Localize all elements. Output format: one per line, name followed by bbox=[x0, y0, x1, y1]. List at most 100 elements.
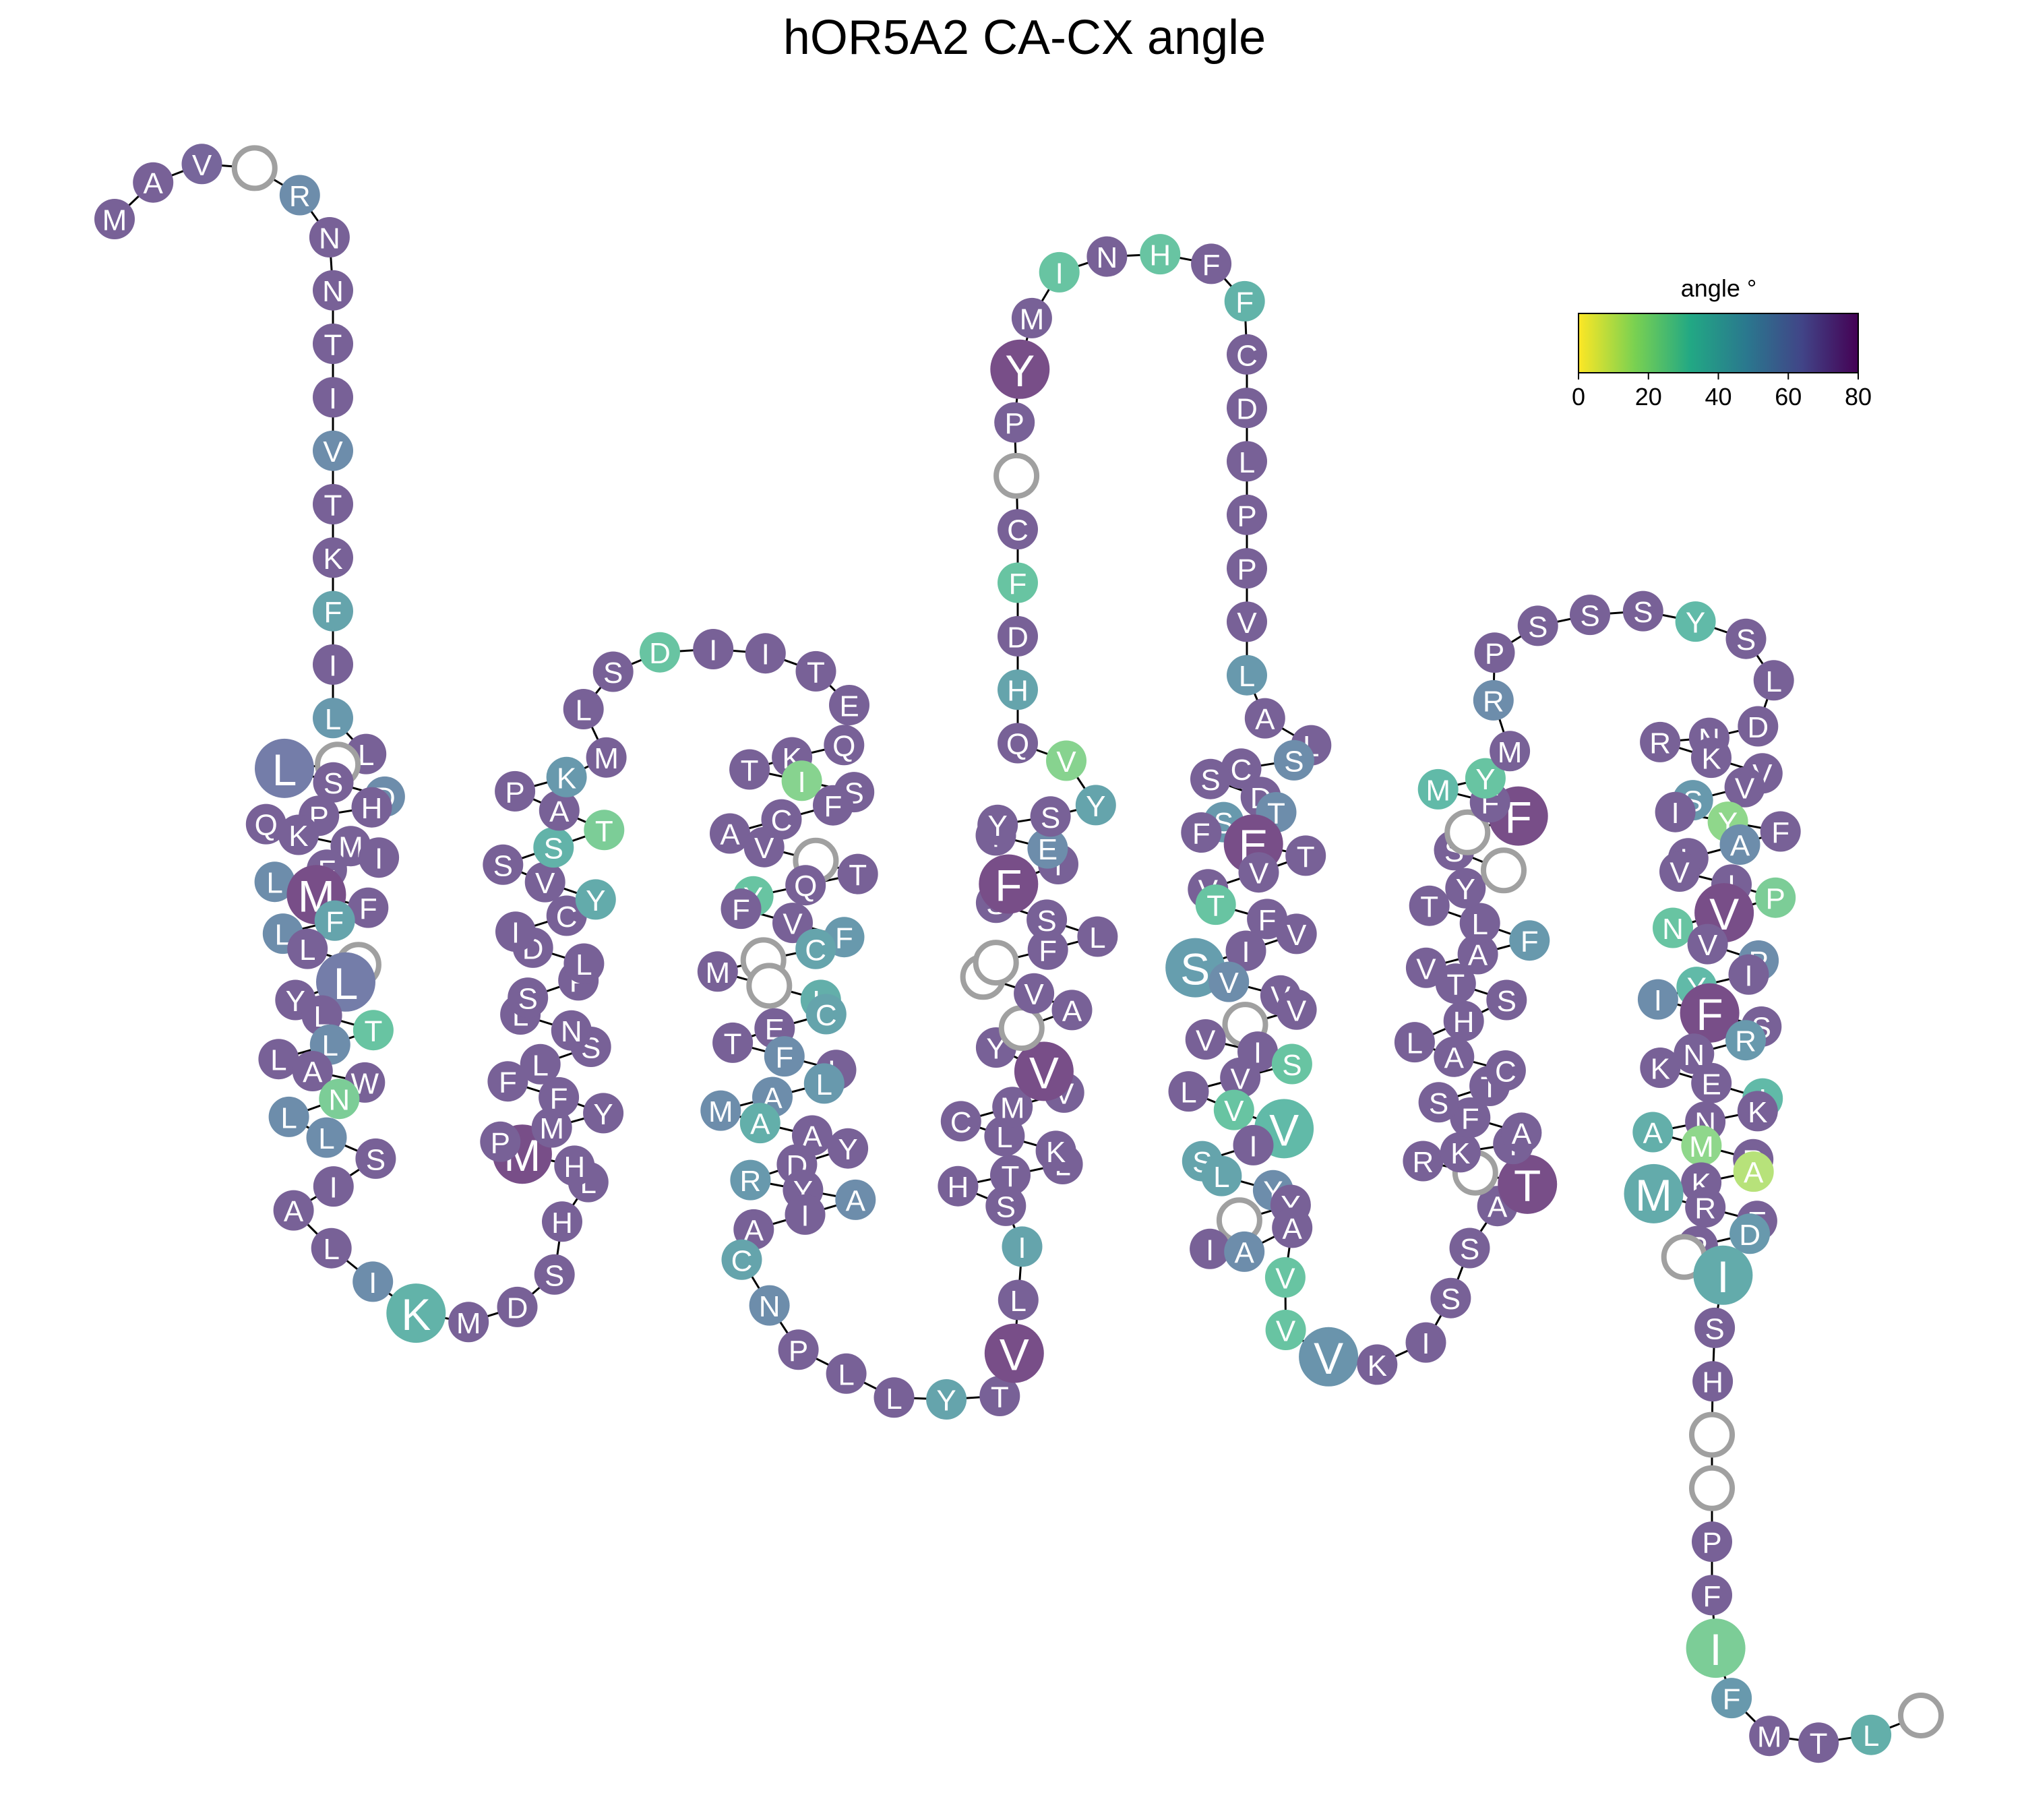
residue-letter: V bbox=[1000, 1330, 1029, 1380]
residue-e: E bbox=[829, 685, 869, 725]
residue-letter: F bbox=[1202, 249, 1221, 282]
residue-letter: C bbox=[1231, 754, 1252, 787]
residue-a: A bbox=[1457, 934, 1498, 975]
residue-letter: M bbox=[1426, 774, 1450, 807]
residue-circle bbox=[1509, 920, 1550, 961]
residue-circle bbox=[730, 1159, 771, 1201]
residue-circle bbox=[1443, 1000, 1484, 1041]
residue-circle bbox=[520, 1043, 561, 1085]
colorbar-tick-label: 40 bbox=[1705, 383, 1732, 411]
residue-letter: S bbox=[1736, 624, 1756, 657]
residue-letter: A bbox=[1235, 1236, 1255, 1269]
residue-circle bbox=[353, 1261, 394, 1302]
residue-g: G bbox=[993, 452, 1040, 499]
residue-circle bbox=[1168, 1071, 1209, 1112]
residue-circle bbox=[979, 854, 1039, 914]
residue-letter: V bbox=[323, 435, 343, 468]
residue-circle bbox=[1225, 930, 1266, 971]
residue-letter: M bbox=[1020, 303, 1045, 336]
residue-l: L bbox=[311, 1227, 352, 1269]
residue-p: P bbox=[1227, 494, 1267, 535]
residue-circle bbox=[1272, 1207, 1313, 1248]
residue-letter: K bbox=[557, 762, 576, 795]
residue-n: N bbox=[319, 1079, 360, 1120]
residue-letter: F bbox=[835, 922, 853, 955]
residue-r: R bbox=[279, 175, 320, 216]
residue-letter: M bbox=[1689, 1130, 1714, 1163]
residue-letter: A bbox=[303, 1056, 323, 1089]
residue-circle bbox=[1190, 1228, 1231, 1269]
residue-p: P bbox=[1227, 548, 1267, 589]
residue-s: S bbox=[1030, 796, 1071, 837]
residue-d: D bbox=[497, 1286, 538, 1327]
residue-s: S bbox=[508, 977, 549, 1019]
residue-letter: F bbox=[326, 905, 344, 938]
residue-letter: L bbox=[838, 1358, 854, 1391]
residue-circle bbox=[1490, 731, 1531, 772]
residue-letter: F bbox=[1009, 568, 1027, 601]
residue-letter: M bbox=[1757, 1721, 1782, 1754]
residue-s: S bbox=[1486, 979, 1527, 1021]
residue-p: P bbox=[1755, 877, 1796, 918]
residue-circle bbox=[739, 1103, 780, 1144]
residue-letter: T bbox=[849, 859, 867, 892]
residue-letter: P bbox=[505, 776, 524, 809]
residue-circle bbox=[1689, 1412, 1735, 1458]
residue-circle bbox=[1465, 758, 1506, 799]
residue-h: H bbox=[1692, 1361, 1734, 1402]
residue-circle bbox=[1264, 1257, 1306, 1298]
residue-circle bbox=[542, 1201, 582, 1242]
residue-circle bbox=[1140, 234, 1181, 275]
residue-l: L bbox=[268, 1096, 309, 1137]
residue-k: K bbox=[1440, 1132, 1481, 1173]
residue-e: E bbox=[1691, 1062, 1732, 1103]
residue-r: R bbox=[730, 1159, 771, 1201]
residue-letter: F bbox=[1723, 1683, 1741, 1716]
residue-v: V bbox=[743, 826, 785, 868]
residue-letter: F bbox=[359, 892, 377, 926]
residue-m: M bbox=[1681, 1125, 1722, 1166]
residue-letter: F bbox=[550, 1082, 568, 1115]
residue-circle bbox=[1403, 1141, 1444, 1182]
residue-n: N bbox=[313, 270, 353, 311]
residue-circle bbox=[1285, 835, 1326, 876]
residue-circle bbox=[268, 1096, 309, 1137]
residue-m: M bbox=[448, 1302, 489, 1343]
residue-letter: N bbox=[1662, 913, 1684, 946]
residue-letter: A bbox=[750, 1108, 770, 1141]
residue-letter: S bbox=[1180, 944, 1210, 994]
residue-v: V bbox=[524, 861, 565, 903]
residue-letter: D bbox=[507, 1292, 528, 1325]
residue-circle bbox=[1485, 1050, 1526, 1091]
residue-circle bbox=[1755, 877, 1796, 918]
residue-circle bbox=[351, 787, 392, 828]
residue-letter: P bbox=[1485, 638, 1504, 671]
residue-t: T bbox=[990, 1155, 1031, 1196]
residue-a: A bbox=[1632, 1112, 1674, 1153]
residue-circle bbox=[795, 650, 836, 692]
residue-m: M bbox=[1490, 731, 1531, 772]
residue-i: I bbox=[781, 760, 822, 801]
residue-letter: T bbox=[807, 656, 825, 689]
residue-letter: T bbox=[1420, 890, 1438, 923]
residue-circle bbox=[1498, 1154, 1558, 1214]
residue-v: V bbox=[1213, 1089, 1254, 1130]
residue-f: F bbox=[813, 785, 853, 826]
residue-n: N bbox=[1653, 907, 1693, 948]
residue-letter: L bbox=[816, 1068, 832, 1101]
residue-circle bbox=[813, 785, 853, 826]
residue-circle bbox=[1046, 740, 1086, 781]
residue-f: F bbox=[764, 1036, 805, 1077]
residue-circle bbox=[764, 1036, 805, 1077]
residue-l: L bbox=[874, 1377, 915, 1418]
residue-letter: A bbox=[720, 818, 740, 851]
residue-letter: K bbox=[1748, 1096, 1767, 1129]
residue-circle bbox=[837, 853, 878, 894]
residue-m: M bbox=[1624, 1163, 1684, 1223]
residue-letter: G bbox=[1701, 1473, 1723, 1506]
residue-q: Q bbox=[824, 725, 865, 766]
residue-s: S bbox=[1570, 595, 1610, 636]
residue-f: F bbox=[1760, 811, 1801, 852]
residue-letter: V bbox=[1237, 607, 1257, 640]
residue-v: V bbox=[1046, 740, 1086, 781]
